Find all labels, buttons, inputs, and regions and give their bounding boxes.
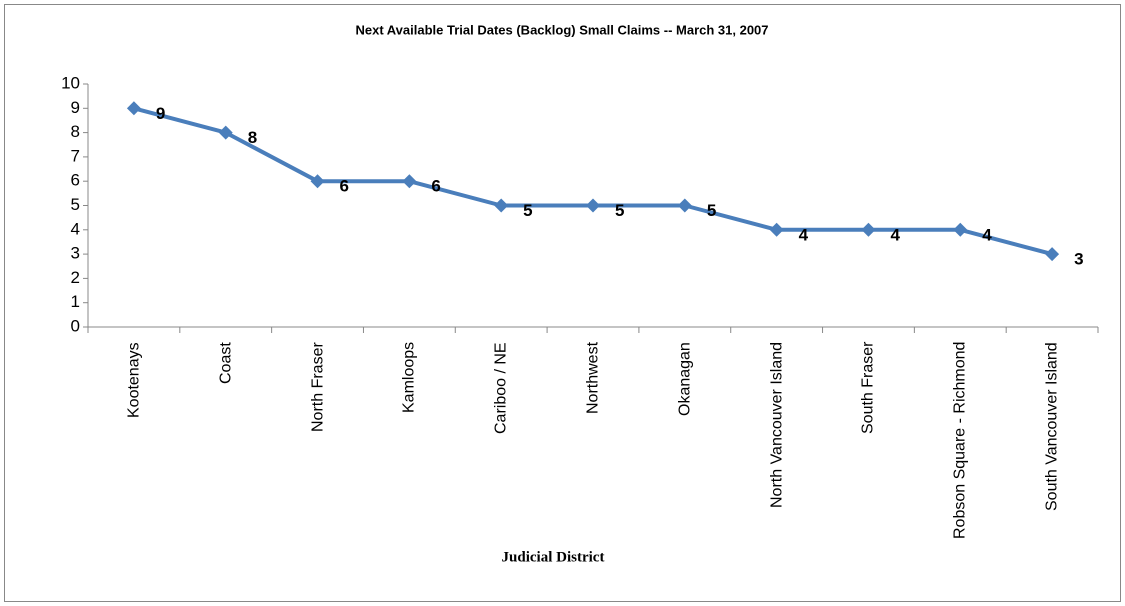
x-tick-label: North Vancouver Island <box>768 342 786 509</box>
x-tick-label: Kootenays <box>125 342 143 418</box>
data-label: 5 <box>523 201 532 220</box>
marker <box>861 222 876 237</box>
y-tick-label: 1 <box>71 292 80 311</box>
y-tick-label: 5 <box>71 195 80 214</box>
y-tick-label: 3 <box>71 244 80 263</box>
marker <box>126 101 141 116</box>
x-tick-label: Coast <box>217 342 235 384</box>
data-label: 8 <box>248 128 257 147</box>
chart-border <box>4 4 1121 602</box>
marker <box>494 198 509 213</box>
marker <box>1045 247 1060 262</box>
marker <box>953 222 968 237</box>
y-tick-label: 4 <box>71 219 80 238</box>
y-tick-label: 6 <box>71 171 80 190</box>
data-label: 4 <box>982 225 992 244</box>
y-tick-label: 7 <box>71 146 80 165</box>
data-label: 4 <box>890 225 900 244</box>
x-tick-label: Northwest <box>584 342 602 415</box>
marker <box>677 198 692 213</box>
x-tick-label: South Vancouver Island <box>1043 342 1061 511</box>
data-label: 6 <box>431 177 440 196</box>
y-tick-label: 0 <box>71 316 80 335</box>
data-label: 6 <box>340 177 349 196</box>
data-label: 5 <box>615 201 624 220</box>
data-label: 3 <box>1074 250 1083 269</box>
marker <box>769 222 784 237</box>
chart-title: Next Available Trial Dates (Backlog) Sma… <box>355 22 768 37</box>
marker <box>402 174 417 189</box>
x-tick-label: Kamloops <box>400 342 418 414</box>
x-tick-label: North Fraser <box>309 342 327 432</box>
y-tick-label: 2 <box>71 268 80 287</box>
x-tick-label: Cariboo / NE <box>492 342 510 434</box>
x-tick-label: South Fraser <box>859 342 877 435</box>
x-axis-title: Judicial District <box>502 549 605 565</box>
marker <box>218 125 233 140</box>
data-label: 9 <box>156 104 165 123</box>
x-tick-label: Robson Square - Richmond <box>951 342 969 540</box>
marker <box>586 198 600 213</box>
y-tick-label: 10 <box>61 73 80 92</box>
data-label: 5 <box>707 201 716 220</box>
data-label: 4 <box>799 225 809 244</box>
y-tick-label: 8 <box>71 122 80 141</box>
y-tick-label: 9 <box>71 98 80 117</box>
marker <box>310 174 325 189</box>
x-tick-label: Okanagan <box>676 342 694 416</box>
